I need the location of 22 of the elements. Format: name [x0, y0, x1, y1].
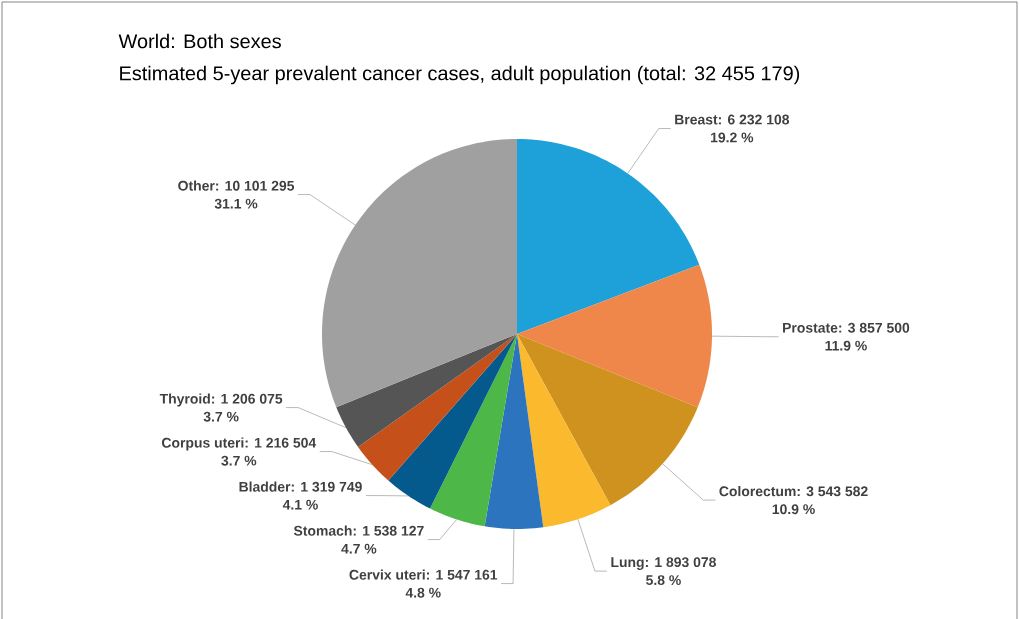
- chart-title: World: Both sexes: [118, 33, 281, 49]
- chart-subtitle: Estimated 5-year prevalent cancer cases, adult population (total: 32 455 179): [120, 65, 800, 85]
- data-label: 11.9 %: [825, 340, 867, 351]
- data-label: 4.8 %: [405, 587, 441, 598]
- data-label: 4.7 %: [341, 543, 377, 554]
- slice-label: Prostate: 3 857 500: [783, 322, 910, 333]
- data-label: 31.1 %: [214, 198, 258, 209]
- data-label: 10.9 %: [772, 504, 815, 515]
- data-label: 5.8 %: [646, 575, 681, 586]
- data-label: 3.7 %: [203, 411, 239, 422]
- slice-label: Colorectum: 3 543 582: [719, 485, 868, 497]
- data-label: 19.2 %: [711, 132, 754, 143]
- slice-label: Breast: 6 232 108: [675, 114, 790, 125]
- slice-label: Cervix uteri: 1 547 161: [349, 569, 498, 580]
- slice-label: Lung: 1 893 078: [611, 557, 716, 570]
- data-label: 3.7 %: [221, 455, 257, 466]
- slice-label: Thyroid: 1 206 075: [159, 393, 283, 407]
- slice-label: Bladder: 1 319 749: [239, 481, 362, 492]
- data-label: 4.1 %: [282, 499, 318, 510]
- slice-label: Corpus uteri: 1 216 504: [162, 437, 317, 451]
- slice-label: Stomach: 1 538 127: [293, 525, 424, 536]
- slice-label: Other: 10 101 295: [178, 180, 295, 191]
